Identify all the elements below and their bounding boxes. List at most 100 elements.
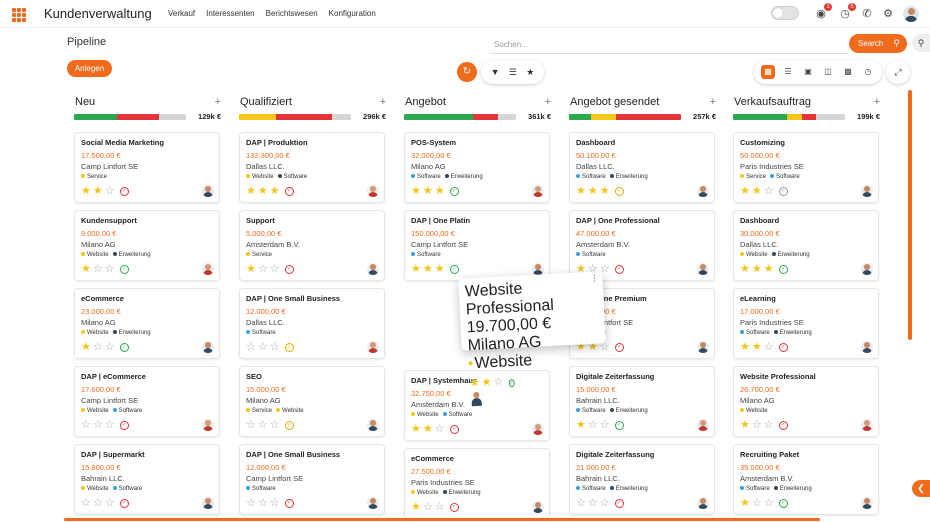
column-title[interactable]: Angebot <box>405 96 446 108</box>
activity-status-icon[interactable]: ✓ <box>284 421 294 430</box>
activity-status-icon[interactable]: ✓ <box>614 343 624 352</box>
priority-star-icon[interactable]: ☆ <box>587 419 598 431</box>
calendar-view-icon[interactable]: ▣ <box>804 67 812 76</box>
priority-star-icon[interactable]: ☆ <box>763 185 774 197</box>
activity-status-icon[interactable]: ✓ <box>508 379 515 388</box>
priority-star-icon[interactable]: ☆ <box>246 497 256 509</box>
activity-status-icon[interactable]: ✓ <box>449 187 459 196</box>
priority-star-icon[interactable]: ☆ <box>576 497 586 509</box>
clock-icon[interactable]: ◷ 5 <box>838 3 856 21</box>
priority-star-icon[interactable]: ☆ <box>763 419 774 431</box>
priority-star-icon[interactable]: ☆ <box>246 419 256 431</box>
priority-star-icon[interactable]: ☆ <box>587 497 598 509</box>
menu-item-interessenten[interactable]: Interessenten <box>206 9 255 18</box>
priority-star-icon[interactable]: ☆ <box>599 419 610 431</box>
activity-status-icon[interactable]: ✓ <box>449 265 459 274</box>
opportunity-card[interactable]: Digitale Zeiterfassung 21.000,00 € Bahrain… <box>569 444 715 515</box>
priority-star-icon[interactable]: ★ <box>269 185 280 197</box>
add-card-icon[interactable]: + <box>544 96 551 108</box>
activity-status-icon[interactable]: ✓ <box>778 265 788 274</box>
favorite-star-icon[interactable]: ★ <box>526 66 535 77</box>
activity-status-icon[interactable]: ✓ <box>119 421 129 430</box>
column-progress-bar[interactable] <box>74 114 186 120</box>
activity-status-icon[interactable]: ✓ <box>284 187 294 196</box>
priority-star-icon[interactable]: ☆ <box>92 263 103 275</box>
menu-item-berichtswesen[interactable]: Berichtswesen <box>265 9 318 18</box>
activity-status-icon[interactable]: ✓ <box>119 187 129 196</box>
priority-star-icon[interactable]: ★ <box>576 185 586 197</box>
priority-star-icon[interactable]: ☆ <box>104 341 115 353</box>
column-title[interactable]: Qualifiziert <box>240 96 292 108</box>
priority-star-icon[interactable]: ☆ <box>269 497 280 509</box>
activity-status-icon[interactable]: ✓ <box>778 421 788 430</box>
column-title[interactable]: Angebot gesendet <box>570 96 660 108</box>
priority-star-icon[interactable]: ☆ <box>599 497 610 509</box>
priority-star-icon[interactable]: ★ <box>751 341 762 353</box>
pivot-view-icon[interactable]: ◫ <box>824 67 832 76</box>
column-title[interactable]: Verkaufsauftrag <box>734 96 812 108</box>
priority-star-icon[interactable]: ☆ <box>599 341 610 353</box>
activity-status-icon[interactable]: ✓ <box>449 503 459 512</box>
filter-icon[interactable]: ▼ <box>490 67 500 77</box>
opportunity-card[interactable]: Dashboard 50.100,00 € Dallas LLC. Software E… <box>569 132 715 203</box>
priority-star-icon[interactable]: ★ <box>411 501 421 513</box>
priority-star-icon[interactable]: ☆ <box>587 263 598 275</box>
priority-star-icon[interactable]: ☆ <box>257 497 268 509</box>
priority-star-icon[interactable]: ☆ <box>257 263 268 275</box>
priority-star-icon[interactable]: ★ <box>81 185 91 197</box>
menu-item-verkauf[interactable]: Verkauf <box>168 9 196 18</box>
opportunity-card[interactable]: Recruiting Paket 35.000,00 € Amsterdam B.V… <box>733 444 879 515</box>
priority-star-icon[interactable]: ★ <box>434 263 445 275</box>
priority-star-icon[interactable]: ★ <box>481 376 492 389</box>
chevron-left-icon[interactable]: ❮ <box>912 480 930 497</box>
add-card-icon[interactable]: + <box>873 96 880 108</box>
priority-star-icon[interactable]: ★ <box>751 263 762 275</box>
priority-star-icon[interactable]: ☆ <box>434 423 445 435</box>
activity-status-icon[interactable]: ✓ <box>284 265 294 274</box>
priority-star-icon[interactable]: ☆ <box>269 263 280 275</box>
priority-star-icon[interactable]: ★ <box>740 263 750 275</box>
add-card-icon[interactable]: + <box>379 96 386 108</box>
priority-star-icon[interactable]: ★ <box>576 341 586 353</box>
priority-star-icon[interactable]: ☆ <box>92 419 103 431</box>
opportunity-card[interactable]: Social Media Marketing 17.500,00 € Camp Li… <box>74 132 220 203</box>
priority-star-icon[interactable]: ★ <box>740 419 750 431</box>
opportunity-card[interactable]: DAP | Systemhaus 32.750,00 € Amsterdam B.V… <box>404 370 550 441</box>
activity-status-icon[interactable]: ✓ <box>614 187 624 196</box>
zoom-icon[interactable]: ⚲ <box>912 34 930 52</box>
opportunity-card[interactable]: DAP | Supermarkt 15.800,00 € Bahrain LLC. W… <box>74 444 220 515</box>
add-card-icon[interactable]: + <box>709 96 716 108</box>
priority-star-icon[interactable]: ☆ <box>751 497 762 509</box>
priority-star-icon[interactable]: ☆ <box>434 501 445 513</box>
activity-status-icon[interactable]: ✓ <box>614 421 624 430</box>
activity-status-icon[interactable]: ✓ <box>119 343 129 352</box>
priority-star-icon[interactable]: ★ <box>422 263 433 275</box>
group-by-icon[interactable]: ☰ <box>508 66 517 77</box>
user-avatar[interactable] <box>903 6 919 22</box>
priority-star-icon[interactable]: ★ <box>422 423 433 435</box>
priority-star-icon[interactable]: ★ <box>763 263 774 275</box>
kanban-view-icon[interactable]: ▦ <box>761 65 775 79</box>
priority-star-icon[interactable]: ★ <box>434 185 445 197</box>
priority-star-icon[interactable]: ★ <box>751 185 762 197</box>
priority-star-icon[interactable]: ☆ <box>422 501 433 513</box>
priority-star-icon[interactable]: ☆ <box>257 419 268 431</box>
activity-status-icon[interactable]: ✓ <box>778 499 788 508</box>
priority-star-icon[interactable]: ★ <box>246 185 256 197</box>
priority-star-icon[interactable]: ★ <box>576 263 586 275</box>
priority-star-icon[interactable]: ☆ <box>246 341 256 353</box>
priority-star-icon[interactable]: ☆ <box>751 419 762 431</box>
priority-star-icon[interactable]: ★ <box>422 185 433 197</box>
opportunity-card[interactable]: DAP | One Professional 47.000,00 € Amsterd… <box>569 210 715 281</box>
fullscreen-icon[interactable]: ⤢ <box>886 60 910 84</box>
column-progress-bar[interactable] <box>569 114 681 120</box>
activity-status-icon[interactable]: ✓ <box>284 343 294 352</box>
column-title[interactable]: Neu <box>75 96 96 108</box>
opportunity-card[interactable]: Digitale Zeiterfassung 15.000,00 € Bahrain… <box>569 366 715 437</box>
opportunity-card[interactable]: DAP | One Small Business 12.000,00 € Dalla… <box>239 288 385 359</box>
activity-status-icon[interactable]: ✓ <box>614 499 624 508</box>
theme-toggle[interactable] <box>771 6 799 20</box>
priority-star-icon[interactable]: ☆ <box>269 341 280 353</box>
opportunity-card[interactable]: DAP | eCommerce 17.600,00 € Camp Lintfort … <box>74 366 220 437</box>
opportunity-card[interactable]: eCommerce 23.000,00 € Milano AG Website Erwe… <box>74 288 220 359</box>
